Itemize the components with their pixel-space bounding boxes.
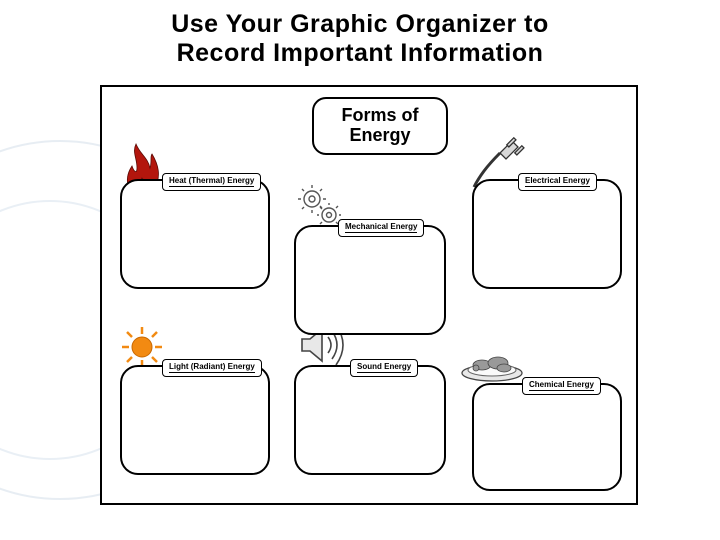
label-light: Light (Radiant) Energy bbox=[162, 359, 262, 377]
card-electrical bbox=[472, 179, 622, 289]
title-line1: Use Your Graphic Organizer to bbox=[0, 10, 720, 39]
title-line2: Record Important Information bbox=[0, 39, 720, 68]
label-mechanical: Mechanical Energy bbox=[338, 219, 424, 237]
label-heat: Heat (Thermal) Energy bbox=[162, 173, 261, 191]
card-heat bbox=[120, 179, 270, 289]
page-title: Use Your Graphic Organizer to Record Imp… bbox=[0, 10, 720, 68]
center-topic-text: Forms of Energy bbox=[341, 106, 418, 146]
card-chemical bbox=[472, 383, 622, 491]
card-mechanical bbox=[294, 225, 446, 335]
food-plate-icon bbox=[460, 347, 524, 388]
label-sound: Sound Energy bbox=[350, 359, 418, 377]
card-sound bbox=[294, 365, 446, 475]
center-topic-box: Forms of Energy bbox=[312, 97, 448, 155]
label-electrical: Electrical Energy bbox=[518, 173, 597, 191]
card-light bbox=[120, 365, 270, 475]
label-chemical: Chemical Energy bbox=[522, 377, 601, 395]
worksheet-frame: Forms of Energy bbox=[100, 85, 638, 505]
